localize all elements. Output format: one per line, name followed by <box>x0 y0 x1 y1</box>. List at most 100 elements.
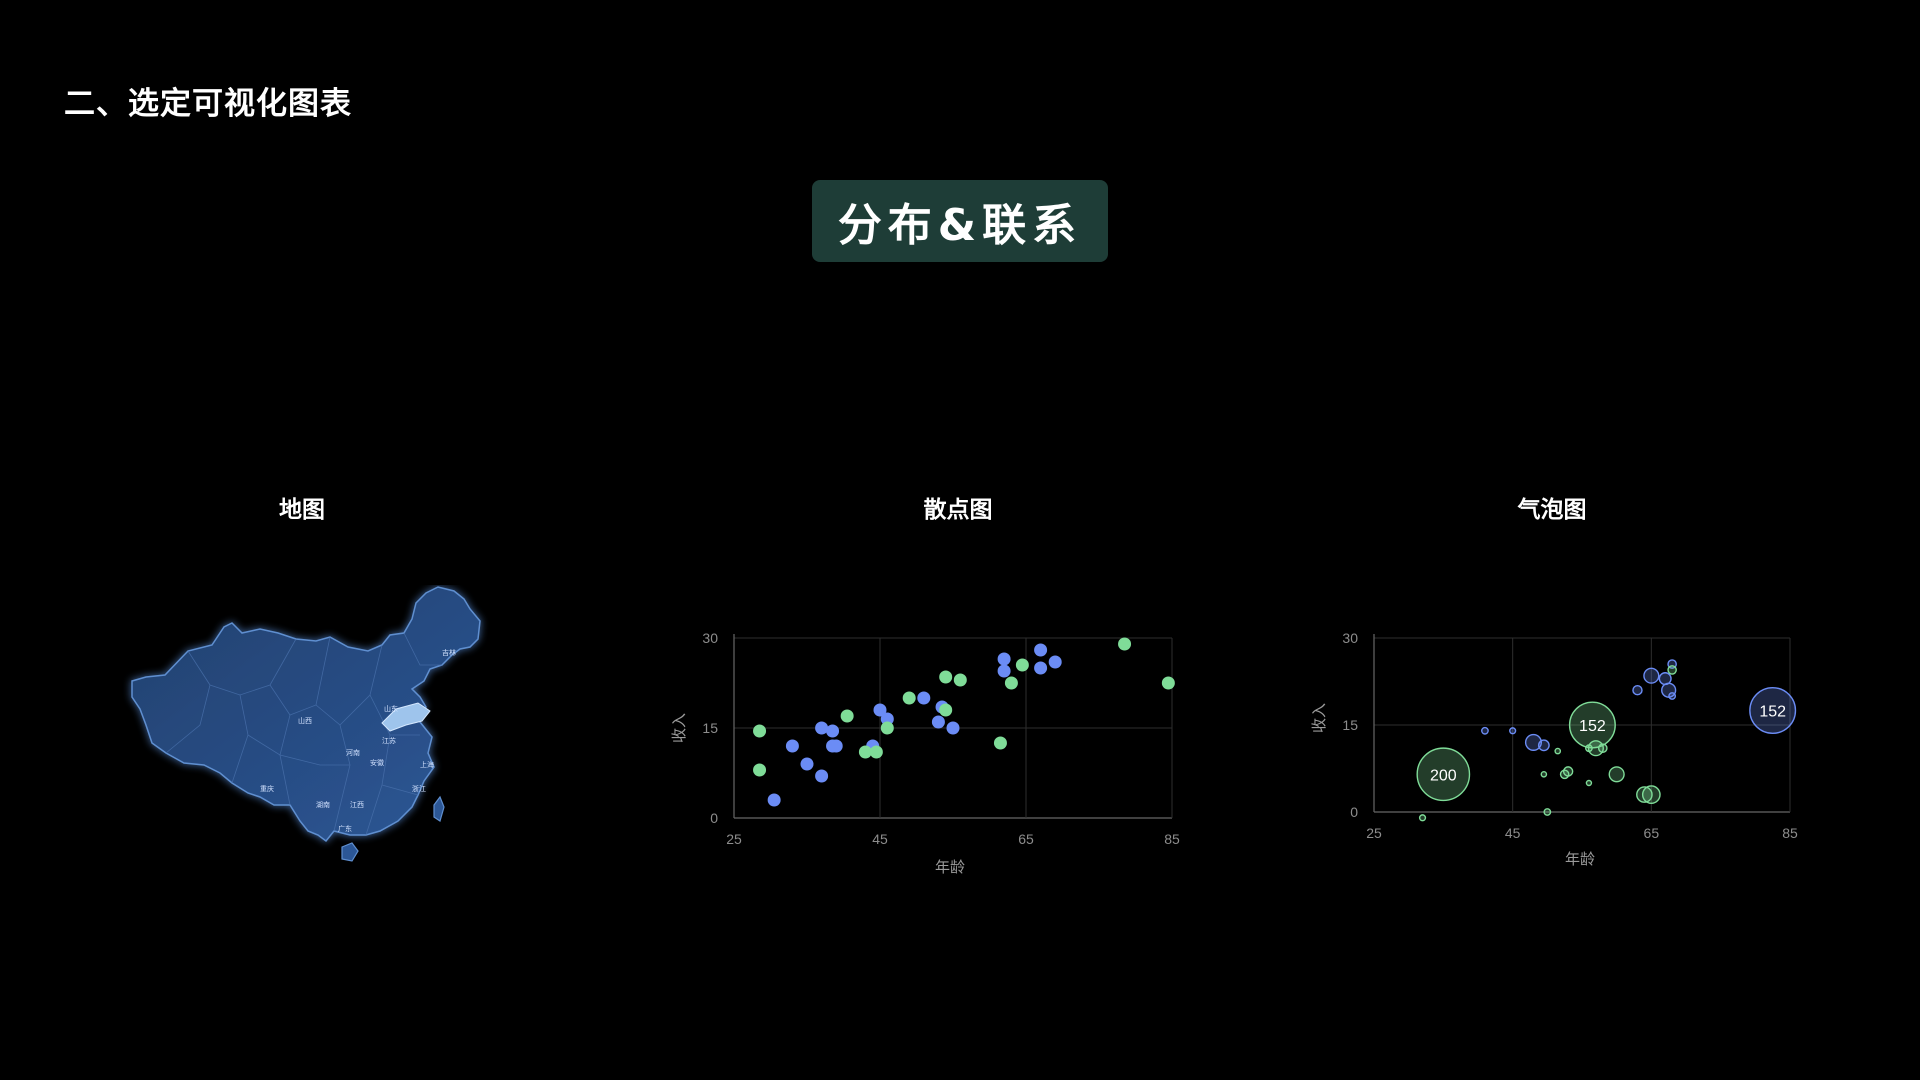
map-province-label: 上海 <box>420 760 434 769</box>
scatter-point <box>858 745 872 759</box>
bubble-chart: 0 15 30 25 45 65 85 152 152 200 年龄 收入 <box>1311 630 1798 868</box>
bubble <box>1524 733 1543 751</box>
x-tick-label: 25 <box>726 831 742 847</box>
bubble <box>1587 740 1604 757</box>
page-title: 二、选定可视化图表 <box>64 86 352 122</box>
map-province-label: 江西 <box>350 801 364 809</box>
hainan-island <box>341 842 359 862</box>
x-tick-label: 45 <box>872 831 888 847</box>
scatter-point <box>753 763 767 777</box>
bubble <box>1585 779 1593 787</box>
x-tick-label: 65 <box>1018 831 1034 847</box>
scatter-point <box>826 724 840 738</box>
map-province-label: 江苏 <box>382 736 396 745</box>
bubble <box>1597 743 1608 754</box>
map-province-label: 湖南 <box>316 800 330 809</box>
bubble-x-axis-label: 年龄 <box>1565 851 1595 868</box>
bubble <box>1636 786 1653 803</box>
bubble <box>1641 785 1661 804</box>
scatter-point <box>840 709 854 723</box>
bubble <box>1537 739 1550 752</box>
bubble <box>1481 726 1489 735</box>
map-province-label: 浙江 <box>412 784 426 793</box>
scatter-point <box>917 691 931 705</box>
scatter-point <box>767 793 781 807</box>
scatter-point <box>785 739 799 753</box>
bubble-data-label: 152 <box>1759 704 1786 721</box>
bubble <box>1749 686 1797 735</box>
x-tick-label: 85 <box>1164 831 1180 847</box>
scatter-point <box>1034 643 1048 657</box>
x-tick-label: 65 <box>1644 825 1660 841</box>
scatter-point <box>993 736 1007 750</box>
scatter-point <box>873 703 887 717</box>
scatter-point <box>869 745 883 759</box>
scatter-y-axis-label: 收入 <box>671 713 688 743</box>
map-province-label: 广东 <box>338 824 352 833</box>
map-province-label: 安徽 <box>370 758 384 767</box>
bubble <box>1668 692 1677 700</box>
scatter-x-axis-label: 年龄 <box>935 859 965 876</box>
bubble <box>1509 727 1517 735</box>
scatter-chart: 0 15 30 25 45 65 85 年龄 收入 <box>671 630 1180 876</box>
scatter-point <box>1004 676 1018 690</box>
scatter-point <box>829 739 843 753</box>
bubble <box>1643 667 1660 684</box>
scatter-point <box>1048 655 1062 669</box>
section-badge-label: 分布&联系 <box>837 200 1083 251</box>
china-outline <box>131 586 481 843</box>
bubble-data-label: 152 <box>1579 718 1606 735</box>
bubble <box>1667 665 1677 675</box>
scatter-point <box>800 757 814 771</box>
scatter-point <box>939 703 953 717</box>
bubble-y-axis-label: 收入 <box>1311 703 1328 733</box>
scatter-point <box>1015 658 1029 672</box>
scatter-point <box>815 769 829 783</box>
bubble <box>1543 808 1552 816</box>
bubble <box>1632 684 1643 696</box>
map-province-label: 河南 <box>346 748 360 757</box>
map-province-label: 重庆 <box>260 784 274 793</box>
bubble-panel-title: 气泡图 <box>1517 497 1587 523</box>
bubble <box>1416 747 1471 802</box>
scatter-panel-title: 散点图 <box>923 497 993 523</box>
scatter-point <box>1118 637 1132 651</box>
scatter-point <box>753 724 767 738</box>
map-province-label: 山西 <box>298 716 312 725</box>
bubble <box>1608 766 1625 783</box>
bubble <box>1562 766 1574 777</box>
x-tick-label: 25 <box>1366 825 1382 841</box>
bubble-data-label: 200 <box>1430 767 1457 784</box>
province-borders <box>165 632 442 836</box>
y-tick-label: 0 <box>1350 804 1358 820</box>
scatter-point <box>946 721 960 735</box>
bubble <box>1418 814 1427 822</box>
section-badge: 分布&联系 <box>812 180 1108 262</box>
y-tick-label: 15 <box>702 720 718 736</box>
y-tick-label: 30 <box>702 630 718 646</box>
scatter-point <box>997 664 1011 678</box>
y-tick-label: 30 <box>1342 630 1358 646</box>
x-tick-label: 45 <box>1505 825 1521 841</box>
map-province-label: 山东 <box>384 704 398 713</box>
y-tick-label: 15 <box>1342 717 1358 733</box>
scatter-point <box>953 673 967 687</box>
scatter-point <box>931 715 945 729</box>
scatter-point <box>1161 676 1175 690</box>
y-tick-label: 0 <box>710 810 718 826</box>
scatter-point <box>815 721 829 735</box>
shandong-highlight <box>381 702 431 732</box>
scatter-point <box>939 670 953 684</box>
map-panel-title: 地图 <box>279 497 325 523</box>
taiwan-island <box>433 795 445 822</box>
bubble <box>1540 770 1548 778</box>
scatter-point <box>880 721 894 735</box>
bubble <box>1568 701 1616 749</box>
scatter-point <box>997 652 1011 666</box>
scatter-point <box>1034 661 1048 675</box>
map-province-label: 吉林 <box>442 648 456 657</box>
x-tick-label: 85 <box>1782 825 1798 841</box>
bubble <box>1554 747 1562 755</box>
scatter-point <box>902 691 916 705</box>
